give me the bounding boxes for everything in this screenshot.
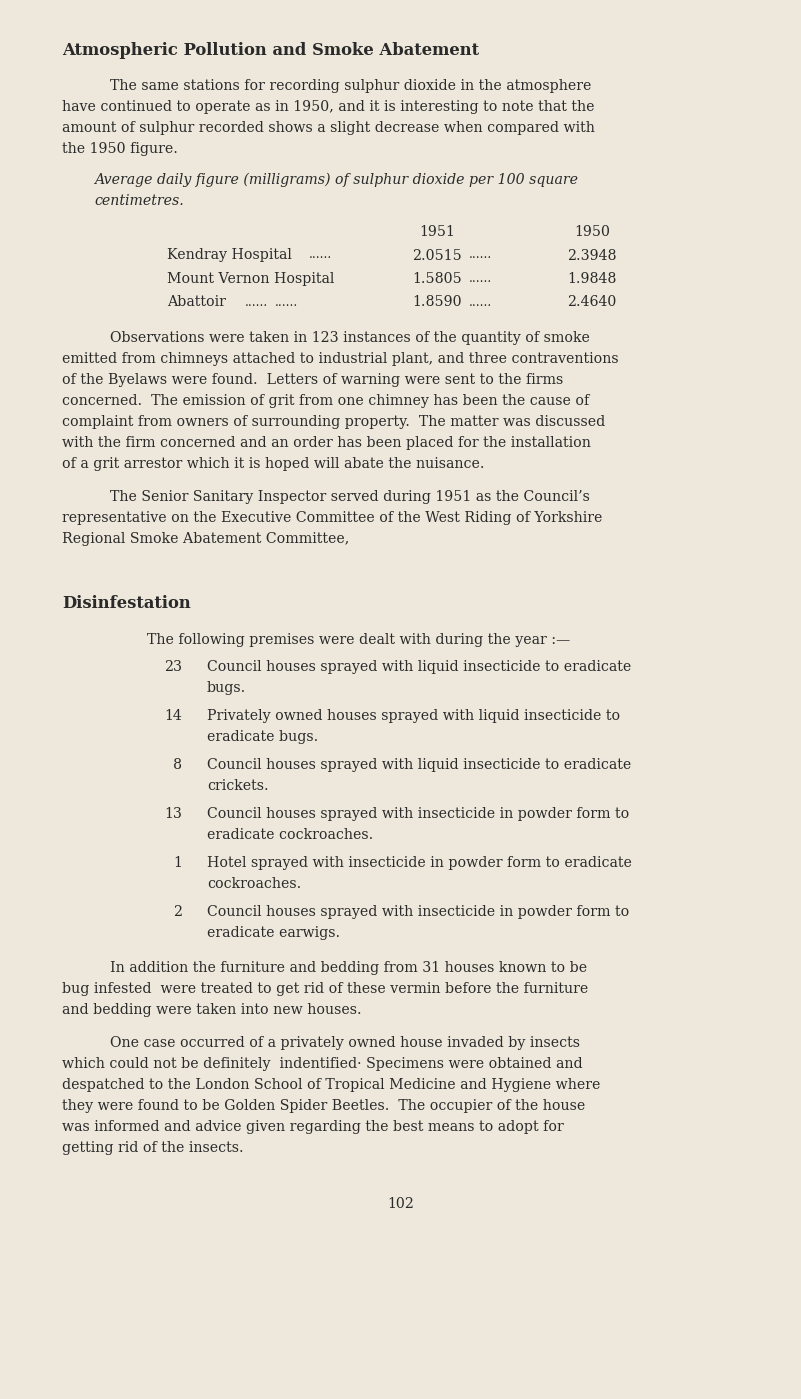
Text: amount of sulphur recorded shows a slight decrease when compared with: amount of sulphur recorded shows a sligh… <box>62 120 595 134</box>
Text: Disinfestation: Disinfestation <box>62 595 191 611</box>
Text: Council houses sprayed with liquid insecticide to eradicate: Council houses sprayed with liquid insec… <box>207 758 631 772</box>
Text: 2: 2 <box>173 905 182 919</box>
Text: 2.0515: 2.0515 <box>413 249 462 263</box>
Text: 8: 8 <box>173 758 182 772</box>
Text: concerned.  The emission of grit from one chimney has been the cause of: concerned. The emission of grit from one… <box>62 395 590 409</box>
Text: centimetres.: centimetres. <box>94 194 183 208</box>
Text: eradicate bugs.: eradicate bugs. <box>207 730 318 744</box>
Text: of a grit arrestor which it is hoped will abate the nuisance.: of a grit arrestor which it is hoped wil… <box>62 457 485 471</box>
Text: emitted from chimneys attached to industrial plant, and three contraventions: emitted from chimneys attached to indust… <box>62 353 618 367</box>
Text: the 1950 figure.: the 1950 figure. <box>62 143 178 157</box>
Text: of the Byelaws were found.  Letters of warning were sent to the firms: of the Byelaws were found. Letters of wa… <box>62 374 563 388</box>
Text: they were found to be Golden Spider Beetles.  The occupier of the house: they were found to be Golden Spider Beet… <box>62 1100 586 1114</box>
Text: ......: ...... <box>469 271 493 285</box>
Text: 1: 1 <box>173 856 182 870</box>
Text: Atmospheric Pollution and Smoke Abatement: Atmospheric Pollution and Smoke Abatemen… <box>62 42 479 59</box>
Text: Average daily figure (milligrams) of sulphur dioxide per 100 square: Average daily figure (milligrams) of sul… <box>94 173 578 187</box>
Text: Hotel sprayed with insecticide in powder form to eradicate: Hotel sprayed with insecticide in powder… <box>207 856 632 870</box>
Text: 1951: 1951 <box>419 225 455 239</box>
Text: representative on the Executive Committee of the West Riding of Yorkshire: representative on the Executive Committe… <box>62 511 602 525</box>
Text: 14: 14 <box>164 709 182 723</box>
Text: 1950: 1950 <box>574 225 610 239</box>
Text: despatched to the London School of Tropical Medicine and Hygiene where: despatched to the London School of Tropi… <box>62 1079 601 1093</box>
Text: Kendray Hospital: Kendray Hospital <box>167 249 292 263</box>
Text: Abattoir: Abattoir <box>167 295 226 309</box>
Text: 1.9848: 1.9848 <box>567 271 617 285</box>
Text: cockroaches.: cockroaches. <box>207 877 301 891</box>
Text: Council houses sprayed with insecticide in powder form to: Council houses sprayed with insecticide … <box>207 807 630 821</box>
Text: ......: ...... <box>469 249 493 262</box>
Text: The following premises were dealt with during the year :—: The following premises were dealt with d… <box>147 632 570 646</box>
Text: bugs.: bugs. <box>207 681 246 695</box>
Text: Observations were taken in 123 instances of the quantity of smoke: Observations were taken in 123 instances… <box>110 332 590 346</box>
Text: 2.3948: 2.3948 <box>567 249 617 263</box>
Text: Mount Vernon Hospital: Mount Vernon Hospital <box>167 271 334 285</box>
Text: crickets.: crickets. <box>207 779 268 793</box>
Text: Regional Smoke Abatement Committee,: Regional Smoke Abatement Committee, <box>62 532 349 546</box>
Text: Council houses sprayed with insecticide in powder form to: Council houses sprayed with insecticide … <box>207 905 630 919</box>
Text: 1.5805: 1.5805 <box>413 271 462 285</box>
Text: The same stations for recording sulphur dioxide in the atmosphere: The same stations for recording sulphur … <box>110 78 591 92</box>
Text: which could not be definitely  indentified· Specimens were obtained and: which could not be definitely indentifie… <box>62 1058 582 1072</box>
Text: In addition the furniture and bedding from 31 houses known to be: In addition the furniture and bedding fr… <box>110 961 587 975</box>
Text: ......: ...... <box>469 295 493 309</box>
Text: with the firm concerned and an order has been placed for the installation: with the firm concerned and an order has… <box>62 436 591 450</box>
Text: ......: ...... <box>275 295 298 309</box>
Text: One case occurred of a privately owned house invaded by insects: One case occurred of a privately owned h… <box>110 1037 580 1051</box>
Text: The Senior Sanitary Inspector served during 1951 as the Council’s: The Senior Sanitary Inspector served dur… <box>110 490 590 504</box>
Text: 102: 102 <box>387 1198 414 1212</box>
Text: bug infested  were treated to get rid of these vermin before the furniture: bug infested were treated to get rid of … <box>62 982 588 996</box>
Text: 13: 13 <box>164 807 182 821</box>
Text: getting rid of the insects.: getting rid of the insects. <box>62 1142 244 1156</box>
Text: eradicate cockroaches.: eradicate cockroaches. <box>207 828 373 842</box>
Text: eradicate earwigs.: eradicate earwigs. <box>207 926 340 940</box>
Text: 1.8590: 1.8590 <box>413 295 462 309</box>
Text: have continued to operate as in 1950, and it is interesting to note that the: have continued to operate as in 1950, an… <box>62 99 594 113</box>
Text: complaint from owners of surrounding property.  The matter was discussed: complaint from owners of surrounding pro… <box>62 416 606 429</box>
Text: ......: ...... <box>309 249 332 262</box>
Text: and bedding were taken into new houses.: and bedding were taken into new houses. <box>62 1003 361 1017</box>
Text: ......: ...... <box>245 295 268 309</box>
Text: Privately owned houses sprayed with liquid insecticide to: Privately owned houses sprayed with liqu… <box>207 709 620 723</box>
Text: 23: 23 <box>164 660 182 674</box>
Text: Council houses sprayed with liquid insecticide to eradicate: Council houses sprayed with liquid insec… <box>207 660 631 674</box>
Text: 2.4640: 2.4640 <box>567 295 617 309</box>
Text: was informed and advice given regarding the best means to adopt for: was informed and advice given regarding … <box>62 1121 564 1135</box>
